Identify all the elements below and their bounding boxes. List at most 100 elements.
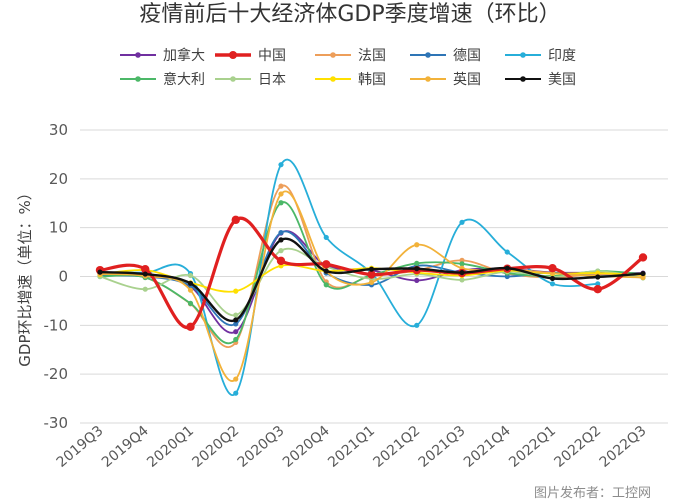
y-tick-label: 10 xyxy=(49,219,68,237)
legend-swatch-marker xyxy=(135,76,141,82)
legend-item: 印度 xyxy=(505,48,576,64)
x-tick-label: 2019Q4 xyxy=(99,423,152,471)
data-point xyxy=(640,270,646,277)
data-point xyxy=(640,274,646,281)
data-point xyxy=(231,215,240,225)
x-tick-label: 2020Q2 xyxy=(189,423,242,471)
data-point xyxy=(548,263,557,273)
data-point xyxy=(187,287,194,293)
legend-swatch-marker xyxy=(230,76,236,82)
data-point xyxy=(459,269,465,276)
data-point xyxy=(278,162,284,168)
data-point xyxy=(504,249,510,255)
data-point xyxy=(233,376,239,382)
y-axis: 30 20 10 0 -10 -20 -30 xyxy=(44,121,69,432)
data-point xyxy=(278,200,284,206)
data-point xyxy=(323,268,329,274)
data-point xyxy=(414,260,420,266)
legend-swatch-marker xyxy=(520,52,526,58)
data-point xyxy=(367,270,376,279)
legend-swatch-marker xyxy=(520,76,526,82)
x-tick-label: 2020Q4 xyxy=(280,423,333,471)
y-axis-label: GDP环比增速（单位：%） xyxy=(16,185,34,366)
series-group xyxy=(95,158,648,396)
x-tick-label: 2021Q4 xyxy=(461,423,514,471)
data-point xyxy=(322,260,331,269)
legend-label: 加拿大 xyxy=(163,47,205,64)
data-point xyxy=(414,277,420,284)
legend-item: 德国 xyxy=(410,48,481,64)
x-tick-label: 2022Q2 xyxy=(551,423,604,471)
legend-item: 日本 xyxy=(215,72,286,88)
x-axis: 2019Q32019Q42020Q12020Q22020Q32020Q42021… xyxy=(54,423,650,471)
data-point xyxy=(323,234,329,241)
data-point xyxy=(278,229,284,236)
legend-label: 中国 xyxy=(258,48,286,64)
data-point xyxy=(187,272,194,279)
x-tick-label: 2022Q3 xyxy=(597,423,650,471)
legend-label: 韩国 xyxy=(358,72,386,88)
data-point xyxy=(186,322,195,331)
data-point xyxy=(278,237,284,243)
data-point xyxy=(233,329,239,335)
data-point xyxy=(233,321,239,327)
data-point xyxy=(233,312,239,318)
data-point xyxy=(278,248,284,254)
y-tick-label: -10 xyxy=(44,316,69,334)
data-point xyxy=(414,322,420,328)
legend-swatch-marker xyxy=(229,51,237,59)
legend-label: 意大利 xyxy=(163,71,205,88)
data-point xyxy=(278,183,284,189)
data-point xyxy=(595,274,601,280)
data-point xyxy=(142,271,148,277)
data-point xyxy=(459,277,465,283)
data-point xyxy=(323,282,329,288)
legend-item: 韩国 xyxy=(315,72,386,88)
data-point xyxy=(549,275,556,282)
legend-item: 中国 xyxy=(215,48,286,64)
data-point xyxy=(141,264,150,274)
y-tick-label: 0 xyxy=(58,268,68,286)
legend-label: 英国 xyxy=(453,71,481,88)
data-point xyxy=(233,336,239,343)
data-point xyxy=(595,281,601,287)
x-tick-label: 2021Q2 xyxy=(370,423,423,471)
legend-swatch-marker xyxy=(425,52,431,58)
series-2 xyxy=(95,215,648,331)
x-tick-label: 2021Q1 xyxy=(325,423,378,471)
legend-item: 法国 xyxy=(315,48,386,64)
y-tick-label: 30 xyxy=(49,121,68,139)
legend-swatch-marker xyxy=(330,52,336,58)
legend-swatch-marker xyxy=(425,76,431,82)
legend-item: 意大利 xyxy=(120,71,205,88)
data-point xyxy=(276,256,286,266)
legend-swatch-marker xyxy=(330,76,336,82)
x-tick-label: 2021Q3 xyxy=(416,423,469,471)
data-point xyxy=(368,279,375,285)
data-point xyxy=(187,280,194,286)
legend-label: 德国 xyxy=(453,48,481,64)
x-tick-label: 2020Q1 xyxy=(144,423,197,471)
data-point xyxy=(233,317,239,323)
data-point xyxy=(459,261,465,267)
data-point xyxy=(233,390,239,396)
legend-swatch-marker xyxy=(135,52,141,58)
y-tick-label: 20 xyxy=(49,170,68,188)
data-point xyxy=(549,281,556,287)
series-line xyxy=(99,190,644,382)
data-point xyxy=(414,266,420,272)
data-point xyxy=(593,284,602,294)
data-point xyxy=(459,219,465,225)
data-point xyxy=(97,269,103,275)
data-point xyxy=(278,191,284,197)
legend-label: 美国 xyxy=(548,72,576,88)
x-tick-label: 2020Q3 xyxy=(235,423,288,471)
y-tick-label: -30 xyxy=(44,414,69,432)
data-point xyxy=(233,288,239,294)
watermark: 图片发布者：工控网 xyxy=(534,485,651,500)
legend-item: 英国 xyxy=(410,71,481,88)
data-point xyxy=(638,253,648,262)
legend-item: 美国 xyxy=(505,72,576,88)
